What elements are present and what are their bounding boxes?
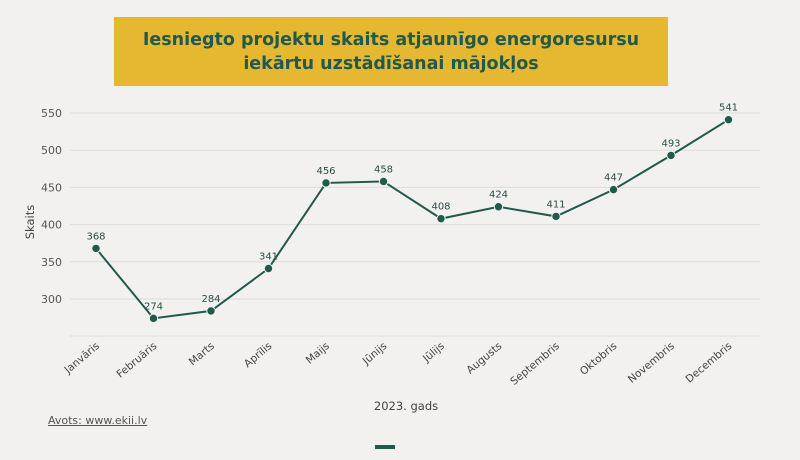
y-tick-label: 400	[41, 219, 62, 232]
data-label: 274	[144, 301, 163, 312]
series-line	[95, 118, 730, 320]
chart-title-line2: iekārtu uzstādīšanai mājokļos	[243, 53, 539, 74]
x-tick-label: Aprīlis	[242, 340, 275, 370]
x-tick-label: Janvāris	[62, 340, 102, 377]
data-label: 458	[374, 164, 393, 175]
data-point	[206, 306, 216, 316]
x-tick-label: Oktobris	[578, 340, 620, 378]
gridlines	[70, 112, 760, 337]
data-point	[91, 243, 101, 254]
y-tick-label: 550	[41, 107, 62, 120]
data-point	[493, 202, 504, 212]
x-tick-label: Jūnijs	[360, 340, 390, 368]
data-point	[551, 211, 561, 222]
y-axis-ticks: 300 350 400 450 500 550	[41, 107, 62, 306]
data-point	[723, 114, 734, 125]
data-label: 447	[604, 173, 623, 184]
data-label: 408	[431, 202, 450, 213]
data-labels: 368 274 284 341 456 458 408 424 411 447 493 541	[86, 103, 738, 313]
x-tick-label: Marts	[187, 340, 217, 368]
data-label: 341	[259, 251, 278, 262]
x-tick-label: Septembris	[508, 340, 562, 388]
y-tick-label: 300	[41, 293, 62, 306]
data-label: 411	[546, 199, 565, 210]
data-point	[666, 150, 676, 161]
data-label: 368	[86, 231, 105, 242]
y-tick-label: 500	[41, 144, 62, 157]
data-label: 541	[719, 103, 738, 114]
x-tick-label: Februāris	[114, 340, 159, 380]
data-point	[608, 184, 619, 195]
x-tick-label: Decembris	[684, 340, 735, 385]
data-label: 284	[201, 294, 220, 305]
chart-title: Iesniegto projektu skaits atjaunīgo ener…	[114, 17, 668, 86]
y-tick-label: 350	[41, 256, 62, 269]
data-label: 493	[661, 138, 680, 149]
source-link[interactable]: Avots: www.ekii.lv	[48, 414, 148, 427]
data-point	[321, 178, 331, 188]
chart-title-line1: Iesniegto projektu skaits atjaunīgo ener…	[142, 29, 640, 50]
data-point	[378, 176, 389, 187]
data-point	[436, 213, 446, 224]
x-tick-label: Jūlijs	[420, 340, 447, 365]
data-points	[91, 114, 734, 324]
data-label: 424	[489, 190, 508, 201]
data-point	[263, 263, 274, 274]
x-tick-label: Novembris	[626, 340, 677, 386]
x-axis-labels: Janvāris Februāris Marts Aprīlis Maijs Jūnijs…	[62, 340, 735, 388]
y-axis-title: Skaits	[23, 205, 37, 240]
footer-decoration	[375, 445, 395, 449]
data-label: 456	[316, 166, 335, 177]
y-tick-label: 450	[41, 181, 62, 194]
x-tick-label: Augusts	[464, 340, 504, 376]
x-tick-label: Maijs	[304, 340, 332, 366]
data-point	[148, 313, 159, 324]
x-axis-title: 2023. gads	[374, 399, 438, 413]
